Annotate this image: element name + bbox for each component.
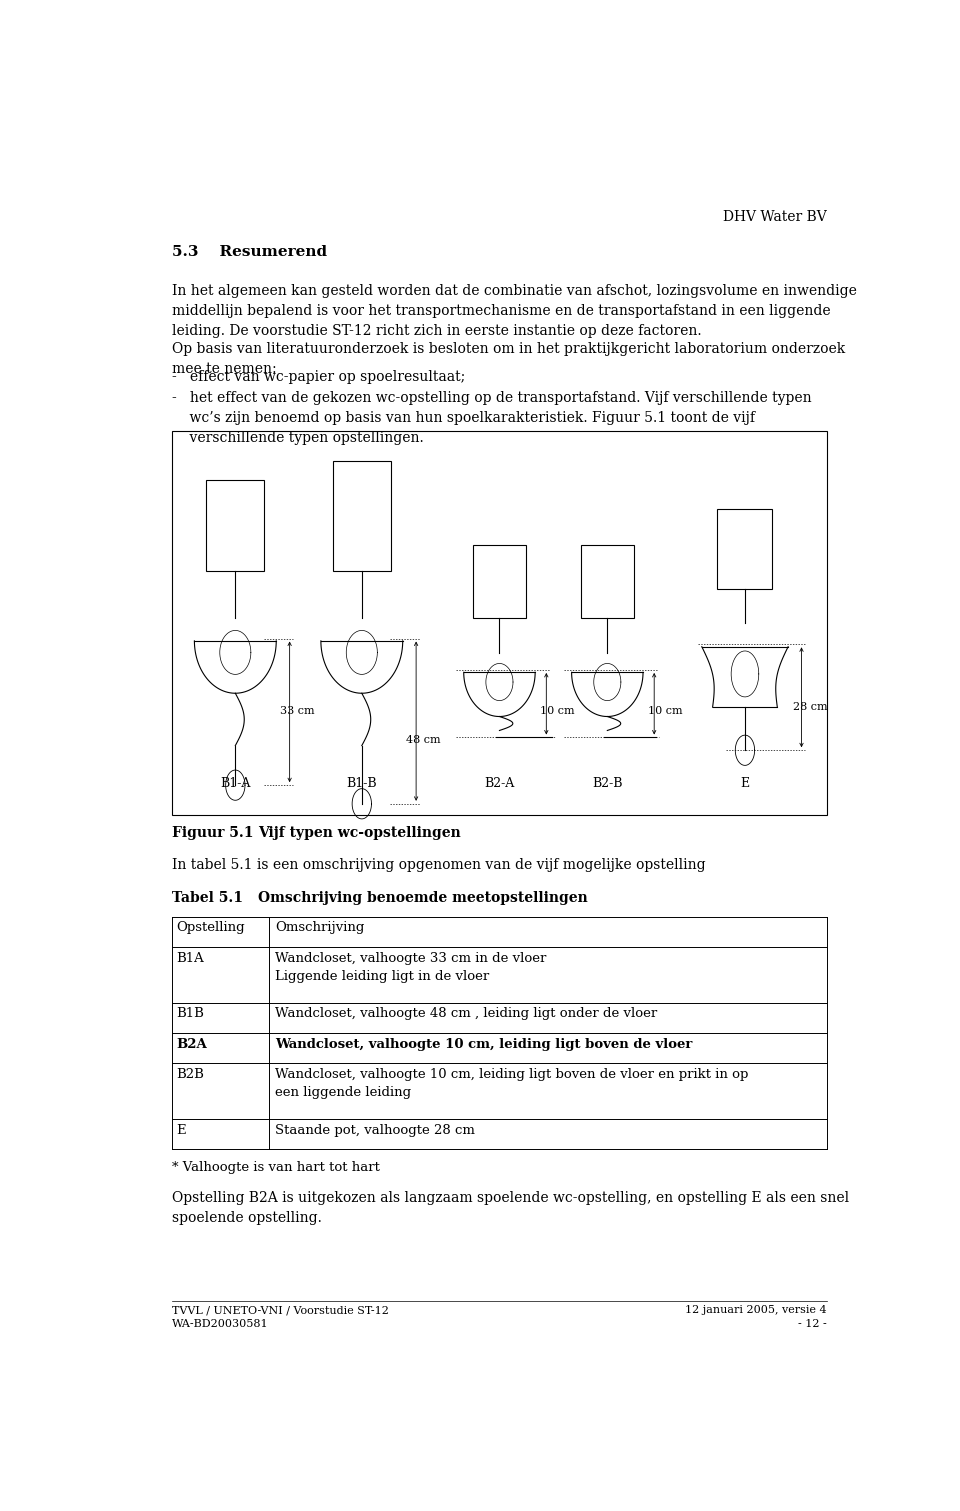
Text: -   het effect van de gekozen wc-opstelling op de transportafstand. Vijf verschi: - het effect van de gekozen wc-opstellin… [172,391,812,444]
Text: B1A: B1A [177,952,204,964]
Text: B1B: B1B [177,1008,204,1020]
Text: * Valhoogte is van hart tot hart: * Valhoogte is van hart tot hart [172,1160,380,1174]
Text: Omschrijving benoemde meetopstellingen: Omschrijving benoemde meetopstellingen [257,891,588,905]
Text: Staande pot, valhoogte 28 cm: Staande pot, valhoogte 28 cm [275,1124,474,1136]
Text: -   effect van wc-papier op spoelresultaat;: - effect van wc-papier op spoelresultaat… [172,370,466,384]
Text: 12 januari 2005, versie 4: 12 januari 2005, versie 4 [685,1306,827,1315]
Text: B2-B: B2-B [592,777,623,790]
Text: Tabel 5.1: Tabel 5.1 [172,891,243,905]
Text: E: E [177,1124,186,1136]
Text: Vijf typen wc-opstellingen: Vijf typen wc-opstellingen [257,827,461,840]
Text: Wandcloset, valhoogte 48 cm , leiding ligt onder de vloer: Wandcloset, valhoogte 48 cm , leiding li… [275,1008,657,1020]
Text: Wandcloset, valhoogte 33 cm in de vloer
Liggende leiding ligt in de vloer: Wandcloset, valhoogte 33 cm in de vloer … [275,952,546,982]
Text: 10 cm: 10 cm [648,706,683,716]
Text: 33 cm: 33 cm [280,706,315,716]
Text: - 12 -: - 12 - [798,1319,827,1330]
Text: Wandcloset, valhoogte 10 cm, leiding ligt boven de vloer: Wandcloset, valhoogte 10 cm, leiding lig… [275,1038,692,1050]
Text: DHV Water BV: DHV Water BV [723,210,827,225]
FancyBboxPatch shape [172,432,827,816]
Text: 5.3    Resumerend: 5.3 Resumerend [172,245,327,260]
Text: B2-A: B2-A [484,777,515,790]
Text: In tabel 5.1 is een omschrijving opgenomen van de vijf mogelijke opstelling: In tabel 5.1 is een omschrijving opgenom… [172,858,706,872]
Text: Figuur 5.1: Figuur 5.1 [172,827,253,840]
Text: Opstelling: Opstelling [177,922,245,934]
Text: E: E [740,777,750,790]
Text: 28 cm: 28 cm [793,703,828,712]
Text: 10 cm: 10 cm [540,706,575,716]
Text: In het algemeen kan gesteld worden dat de combinatie van afschot, lozingsvolume : In het algemeen kan gesteld worden dat d… [172,284,857,338]
Text: B1-B: B1-B [347,777,377,790]
Text: 48 cm: 48 cm [406,734,441,745]
Text: Wandcloset, valhoogte 10 cm, leiding ligt boven de vloer en prikt in op
een ligg: Wandcloset, valhoogte 10 cm, leiding lig… [275,1068,748,1098]
Text: Opstelling B2A is uitgekozen als langzaam spoelende wc-opstelling, en opstelling: Opstelling B2A is uitgekozen als langzaa… [172,1191,850,1225]
Text: B1-A: B1-A [220,777,251,790]
Text: Omschrijving: Omschrijving [275,922,364,934]
Text: B2A: B2A [177,1038,207,1050]
Text: B2B: B2B [177,1068,204,1080]
Text: TVVL / UNETO-VNI / Voorstudie ST-12: TVVL / UNETO-VNI / Voorstudie ST-12 [172,1306,389,1315]
Text: Op basis van literatuuronderzoek is besloten om in het praktijkgericht laborator: Op basis van literatuuronderzoek is besl… [172,341,846,376]
Text: WA-BD20030581: WA-BD20030581 [172,1319,269,1330]
